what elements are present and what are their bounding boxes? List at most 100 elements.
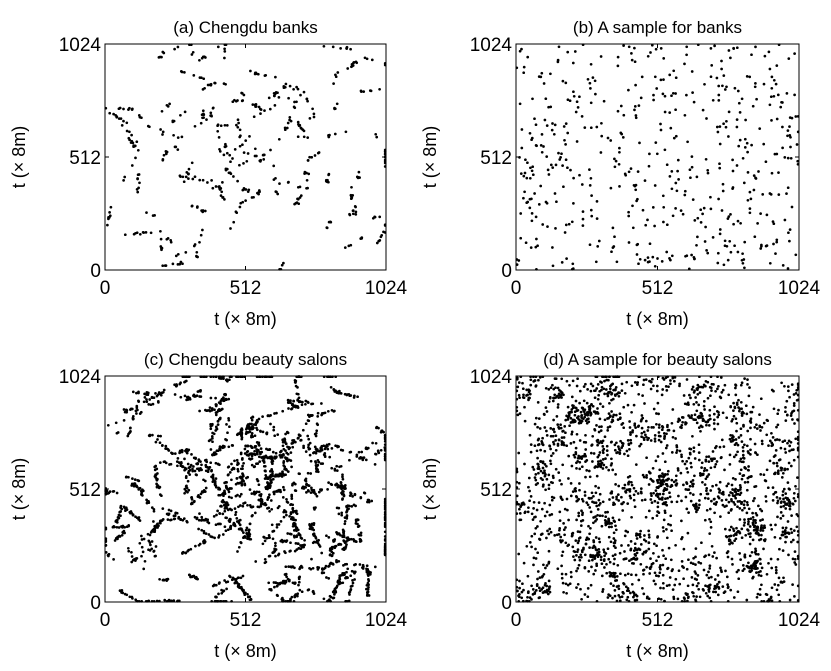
data-point xyxy=(218,512,221,515)
data-point xyxy=(754,82,757,85)
data-point xyxy=(601,525,604,528)
data-point xyxy=(536,551,539,554)
data-point xyxy=(305,450,308,453)
data-point xyxy=(352,582,355,585)
data-point xyxy=(235,511,238,514)
data-point xyxy=(641,499,644,502)
data-point xyxy=(669,259,672,262)
data-point xyxy=(548,561,551,564)
data-point xyxy=(130,134,133,137)
data-point xyxy=(364,492,367,495)
data-point xyxy=(716,77,719,80)
data-point xyxy=(546,124,549,127)
data-point xyxy=(550,454,553,457)
data-point xyxy=(375,136,378,139)
data-point xyxy=(241,100,244,103)
data-point xyxy=(135,410,138,413)
data-point xyxy=(350,186,353,189)
data-point xyxy=(615,496,618,499)
data-point xyxy=(162,131,165,134)
data-point xyxy=(581,183,584,186)
data-point xyxy=(674,544,677,547)
data-point xyxy=(355,60,358,63)
data-point xyxy=(346,567,349,570)
data-point xyxy=(224,525,227,528)
data-point xyxy=(613,558,616,561)
data-point xyxy=(174,393,177,396)
data-point xyxy=(529,132,532,135)
data-point xyxy=(273,581,276,584)
data-point xyxy=(703,400,706,403)
data-point xyxy=(249,538,252,541)
data-point xyxy=(528,499,531,502)
data-point xyxy=(601,575,604,578)
data-point xyxy=(738,102,741,105)
data-point xyxy=(279,583,282,586)
data-point xyxy=(330,546,333,549)
data-point xyxy=(778,439,781,442)
data-point xyxy=(654,583,657,586)
data-point xyxy=(708,532,711,535)
data-point xyxy=(761,518,764,521)
data-point xyxy=(273,550,276,553)
data-point xyxy=(333,593,336,596)
data-point xyxy=(532,518,535,521)
data-point xyxy=(759,212,762,215)
data-point xyxy=(728,501,731,504)
data-point xyxy=(656,390,659,393)
data-point xyxy=(660,79,663,82)
data-point xyxy=(616,564,619,567)
data-point xyxy=(313,507,316,510)
data-point xyxy=(546,225,549,228)
data-point xyxy=(268,448,271,451)
data-point xyxy=(581,115,584,118)
data-point xyxy=(747,561,750,564)
data-point xyxy=(658,439,661,442)
data-point xyxy=(209,410,212,413)
data-point xyxy=(354,213,357,216)
data-point xyxy=(683,394,686,397)
data-point xyxy=(290,511,293,514)
data-point xyxy=(579,553,582,556)
data-point xyxy=(658,426,661,429)
data-point xyxy=(605,466,608,469)
data-point xyxy=(131,408,134,411)
data-point xyxy=(729,589,732,592)
data-point xyxy=(539,589,542,592)
data-point xyxy=(224,146,227,149)
data-point xyxy=(609,561,612,564)
data-point xyxy=(733,495,736,498)
data-point xyxy=(223,50,226,53)
data-point xyxy=(733,415,736,418)
data-point xyxy=(703,469,706,472)
data-point xyxy=(579,390,582,393)
data-point xyxy=(667,429,670,432)
data-point xyxy=(139,412,142,415)
data-point xyxy=(234,148,237,151)
data-point xyxy=(781,126,784,129)
data-point xyxy=(518,394,521,397)
data-point xyxy=(176,464,179,467)
data-point xyxy=(179,462,182,465)
data-point xyxy=(554,192,557,195)
data-point xyxy=(224,143,227,146)
data-point xyxy=(313,116,316,119)
data-point xyxy=(265,432,268,435)
data-point xyxy=(534,548,537,551)
data-point xyxy=(555,449,558,452)
data-point xyxy=(280,520,283,523)
data-point xyxy=(556,415,559,418)
data-point xyxy=(529,166,532,169)
data-point xyxy=(773,95,776,98)
data-point xyxy=(292,88,295,91)
data-point xyxy=(553,431,556,434)
data-point xyxy=(209,427,212,430)
data-point xyxy=(695,595,698,598)
x-tick-label: 0 xyxy=(100,610,111,631)
data-point xyxy=(305,422,308,425)
data-point xyxy=(561,164,564,167)
data-point xyxy=(594,396,597,399)
data-point xyxy=(612,496,615,499)
data-point xyxy=(214,82,217,85)
